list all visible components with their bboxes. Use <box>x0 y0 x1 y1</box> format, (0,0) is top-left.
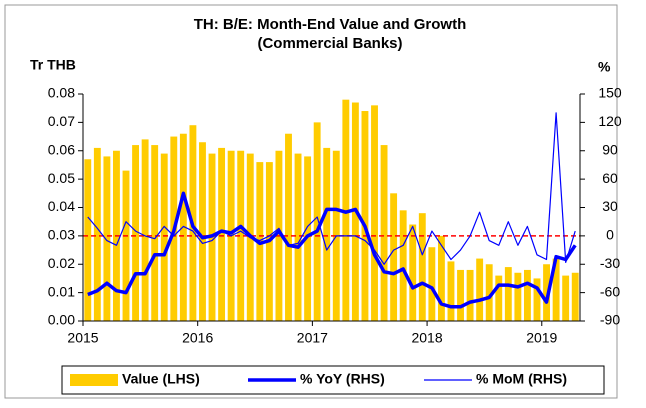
bar <box>179 133 187 321</box>
bar <box>151 145 159 321</box>
chart-subtitle: (Commercial Banks) <box>257 35 402 52</box>
y-axis-label: Tr THB <box>30 57 76 73</box>
y-tick-label: 0.02 <box>48 255 75 271</box>
y2-tick-label: -30 <box>600 255 620 271</box>
x-tick-label: 2018 <box>411 330 442 346</box>
bar <box>466 269 474 321</box>
bar <box>571 272 579 321</box>
bar <box>371 105 378 321</box>
y-tick-label: 0.05 <box>48 170 75 186</box>
bar <box>552 258 560 321</box>
bar <box>514 272 522 321</box>
y2-tick-label: 120 <box>598 113 622 129</box>
bar <box>285 133 292 321</box>
x-tick-label: 2017 <box>297 330 328 346</box>
y2-tick-label: -90 <box>600 312 620 328</box>
bar <box>418 213 426 321</box>
x-tick-label: 2019 <box>526 330 557 346</box>
bar <box>342 99 350 321</box>
y-tick-label: 0.07 <box>48 113 75 129</box>
bar <box>218 147 226 321</box>
legend-label: % MoM (RHS) <box>476 371 567 387</box>
bar <box>543 264 550 321</box>
y-tick-label: 0.08 <box>48 85 75 101</box>
bar <box>495 275 503 321</box>
bar <box>409 224 417 321</box>
x-tick-label: 2015 <box>67 330 98 346</box>
bar <box>323 147 331 321</box>
bar <box>523 269 531 321</box>
chart-title: TH: B/E: Month-End Value and Growth <box>194 16 466 33</box>
bar <box>390 193 398 321</box>
y-tick-label: 0.06 <box>48 141 75 157</box>
bar <box>428 247 436 321</box>
y2-tick-label: 90 <box>602 141 618 157</box>
y-tick-label: 0.03 <box>48 227 75 243</box>
bar <box>399 210 407 321</box>
bar <box>237 150 245 321</box>
y-tick-label: 0.00 <box>48 312 75 328</box>
bar <box>476 258 484 321</box>
bar <box>141 139 149 321</box>
y2-tick-label: 30 <box>602 198 618 214</box>
line-series <box>87 112 576 265</box>
bar <box>313 122 321 321</box>
bar <box>84 159 92 321</box>
bar <box>485 264 493 321</box>
bar <box>103 156 111 321</box>
legend-label: % YoY (RHS) <box>300 371 385 387</box>
y2-tick-label: 60 <box>602 170 618 186</box>
bar <box>160 153 168 321</box>
bar <box>437 235 445 321</box>
legend-swatch <box>70 374 118 386</box>
bar <box>361 111 369 322</box>
line-series <box>87 191 577 309</box>
bar <box>122 170 130 321</box>
y2-tick-label: 0 <box>606 227 614 243</box>
bar <box>504 267 512 321</box>
bar <box>132 145 140 321</box>
legend-label: Value (LHS) <box>122 371 200 387</box>
y-tick-label: 0.01 <box>48 283 75 299</box>
bar <box>93 147 101 321</box>
y2-tick-label: -60 <box>600 283 620 299</box>
bar <box>562 275 570 321</box>
bar <box>447 261 455 321</box>
x-tick-label: 2016 <box>182 330 213 346</box>
y-tick-label: 0.04 <box>48 198 75 214</box>
bar <box>380 145 388 321</box>
bar <box>533 278 541 321</box>
bar <box>457 269 464 321</box>
y2-tick-label: 150 <box>598 85 622 101</box>
bar <box>199 142 206 321</box>
bar <box>294 153 302 321</box>
y2-axis-label: % <box>598 59 611 75</box>
bar <box>304 156 312 321</box>
legend-box <box>61 365 605 395</box>
